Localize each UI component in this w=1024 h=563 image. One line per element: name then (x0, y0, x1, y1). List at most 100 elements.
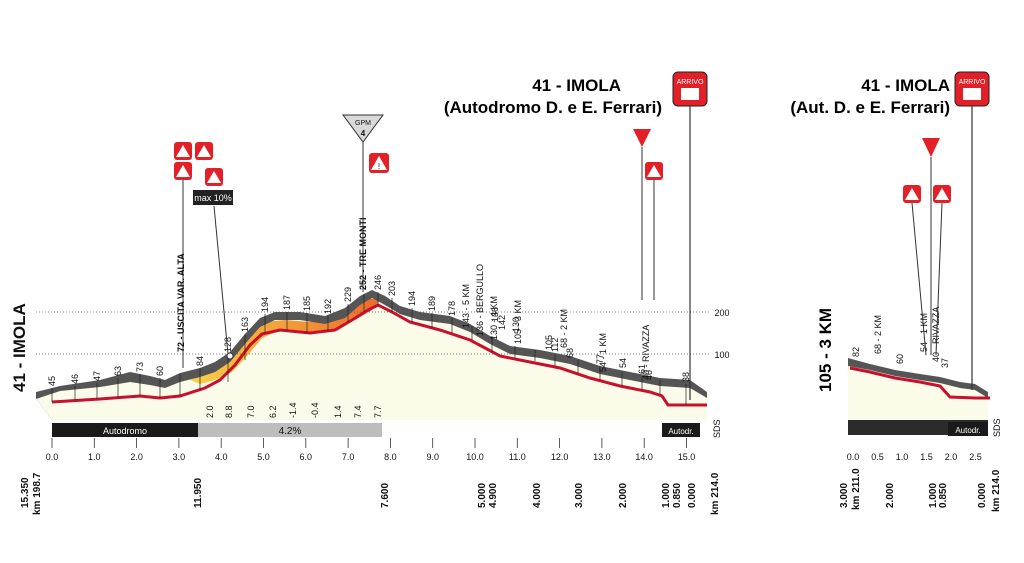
left-km-start: km 198.7 (32, 472, 43, 515)
segment-label-climb: 4.2% (279, 426, 302, 437)
left-altitude-label: 189 (427, 296, 437, 311)
left-altitude-label: 45 (47, 376, 57, 386)
left-km-to-go: 4.000 (532, 483, 543, 508)
left-altitude-label: 194 (260, 297, 270, 312)
ref-label-100: 100 (714, 350, 729, 360)
left-km-tick: 7.0 (342, 452, 355, 462)
left-altitude-label: 142 (497, 315, 507, 330)
right-sds: SDS (992, 418, 1002, 437)
left-gradient-label: -1.4 (288, 402, 298, 418)
right-start-label: 105 - 3 KM (816, 308, 835, 392)
right-altitude-labels: 82 60 37 (851, 347, 950, 368)
left-altitude-label: 163 (240, 317, 250, 332)
right-top-band (848, 358, 988, 398)
kom-category: 4 (361, 129, 366, 138)
segment-autodr (662, 423, 700, 437)
left-km-to-go: 15.350 (20, 477, 31, 508)
left-place-label: 54 - 1 KM (598, 333, 608, 372)
right-profile: Autodr. (848, 358, 990, 436)
right-km-tick: 1.5 (920, 452, 933, 462)
right-place-label: 68 - 2 KM (873, 315, 883, 354)
left-place-labels: 143 - 5 KM 136 - BERGULLO 130 - 4 KM 105 - … (461, 264, 651, 380)
left-altitude-label: 38 (681, 372, 691, 382)
ref-label-200: 200 (714, 308, 729, 318)
warning-icons-left (174, 142, 234, 368)
left-altitude-label: 203 (387, 281, 397, 296)
right-finish-badge: ARRIVO (954, 71, 990, 390)
left-km-tick: 14.0 (635, 452, 653, 462)
place-tre-monti: 252 - TRE MONTI (358, 217, 368, 290)
segment-autodromo (52, 423, 198, 437)
left-gradient-label: -0.4 (310, 402, 320, 418)
left-km-to-go: 5.000 (477, 483, 488, 508)
left-finish-badge-label: ARRIVO (677, 79, 704, 86)
right-km-ticks: 0.0 0.5 1.0 1.5 2.0 2.5 (847, 452, 982, 462)
left-altitude-label: 246 (373, 275, 383, 290)
left-km-to-go: 1.000 (661, 483, 672, 508)
left-gradient-label: 1.4 (333, 405, 343, 418)
left-altitude-label: 112 (550, 338, 560, 352)
right-finish-subtitle: (Aut. D. e E. Ferrari) (790, 98, 950, 117)
left-altitude-label: 130 (511, 317, 521, 332)
right-finish-badge-label: ARRIVO (959, 79, 986, 86)
left-km-tick: 11.0 (509, 452, 526, 462)
left-gradient-labels: 2.0 8.8 7.0 6.2 -1.4 -0.4 1.4 7.4 7.7 (205, 402, 383, 418)
left-gradient-label: 6.2 (268, 405, 278, 418)
left-place-label: 143 - 5 KM (461, 284, 471, 328)
max-grade-badge-bg (193, 190, 233, 205)
right-altitude-label: 37 (940, 358, 950, 368)
left-km-tick: 15.0 (678, 452, 696, 462)
left-km-to-go: 7.600 (380, 483, 391, 508)
left-gradient-label: 8.8 (224, 405, 234, 418)
left-altitude-label: 60 (155, 366, 165, 376)
right-altitude-label: 82 (851, 347, 861, 357)
right-km-tick: 2.0 (945, 452, 958, 462)
right-segment-label: Autodr. (955, 426, 980, 435)
left-altitude-label: 68 (565, 348, 575, 358)
left-altitude-label: 128 (223, 337, 233, 352)
left-altitude-label: 105 (544, 335, 554, 350)
left-altitude-label: 77 (595, 354, 605, 364)
left-km-to-go: 4.900 (488, 483, 499, 508)
left-route-line (51, 303, 707, 407)
right-km-tick: 0.5 (871, 452, 884, 462)
left-gradient-label: 2.0 (205, 405, 215, 418)
left-km-tick: 1.0 (88, 452, 101, 462)
left-gradient-label: 7.7 (373, 405, 383, 418)
left-top-band (36, 290, 707, 399)
left-altitude-label: 40 (644, 370, 654, 380)
left-km-tick: 13.0 (593, 452, 611, 462)
left-altitude-labels: 45 46 47 63 73 60 84 128 163 194 187 185 192 229 246 20… (47, 275, 691, 386)
left-altitude-label: 47 (92, 371, 102, 381)
left-finish-badge: ARRIVO (672, 71, 708, 400)
right-warning-icons (903, 185, 951, 356)
left-km-to-go: 0.000 (687, 483, 698, 508)
right-km-to-go: 1.000 (928, 483, 939, 508)
left-altitude-label: 84 (195, 356, 205, 366)
segment-label-autodr: Autodr. (668, 427, 693, 436)
right-place-label: 40 - RIVAZZA (931, 307, 941, 362)
right-km-tick: 1.0 (896, 452, 909, 462)
left-km-tick: 2.0 (130, 452, 143, 462)
left-km-to-go: 0.850 (672, 483, 683, 508)
left-altitude-label: 63 (113, 366, 123, 376)
right-altitude-label: 60 (895, 354, 905, 364)
left-place-label: 130 - 4 KM (489, 296, 499, 340)
left-place-label: 68 - 2 KM (559, 309, 569, 348)
left-gradient-label: 7.0 (246, 405, 256, 418)
right-km-to-go-labels: 3.000 2.000 1.000 0.850 0.000 (839, 483, 988, 508)
left-altitude-label: 192 (323, 299, 333, 314)
left-altitude-ticks (51, 292, 687, 405)
right-profile-body (848, 364, 988, 420)
left-km-tick: 6.0 (300, 452, 313, 462)
left-km-tick: 10.0 (466, 452, 484, 462)
left-profile: Autodromo 4.2% Autodr. 200 100 (36, 290, 730, 437)
max-grade-badge: max 10% (194, 193, 232, 203)
left-km-tick: 4.0 (215, 452, 228, 462)
left-altitude-label: 61 (637, 364, 647, 374)
right-km-start: km 211.0 (851, 468, 862, 510)
left-gradient-label: 7.4 (353, 405, 363, 418)
left-altitude-label: 229 (343, 287, 353, 302)
left-altitude-label: 185 (302, 296, 312, 311)
